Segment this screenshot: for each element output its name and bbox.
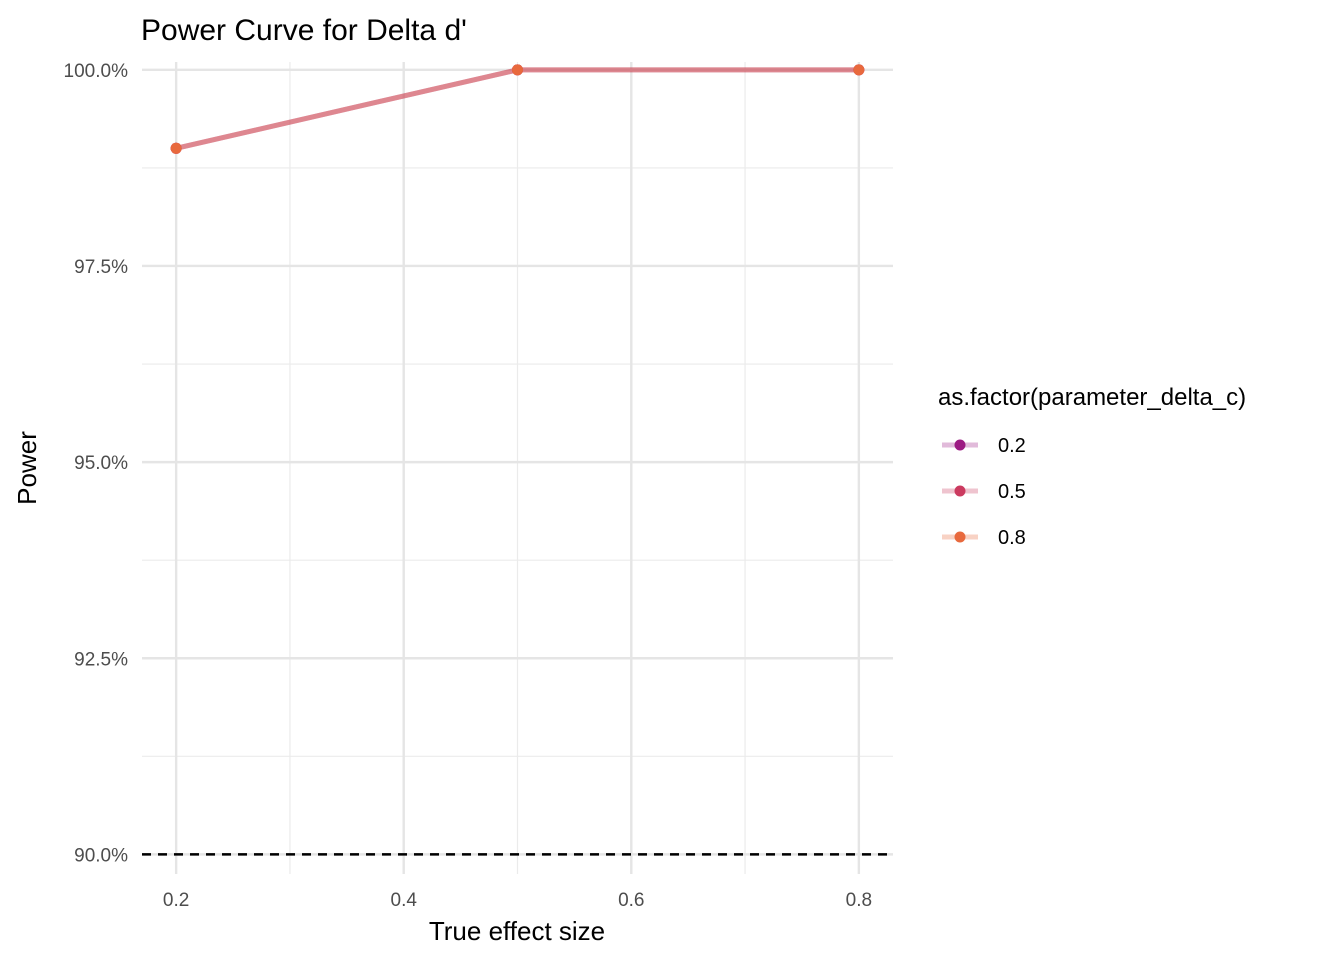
x-tick-label: 0.4 (391, 890, 418, 911)
data-point-0.8-0 (170, 142, 182, 154)
y-tick-labels: 90.0% 92.5% 95.0% 97.5% 100.0% (64, 61, 129, 867)
legend-title: as.factor(parameter_delta_c) (938, 384, 1246, 411)
data-point-0.8-2 (853, 64, 865, 76)
data-point-0.8-1 (512, 64, 523, 76)
grid-lines (142, 62, 893, 874)
legend-key-point-0.8 (954, 531, 966, 543)
legend-label-0.2: 0.2 (998, 435, 1026, 457)
x-tick-label: 0.2 (163, 890, 189, 911)
chart-title: Power Curve for Delta d' (141, 14, 467, 47)
x-tick-labels: 0.2 0.4 0.6 0.8 (163, 890, 872, 911)
data-series (170, 64, 865, 154)
legend-key-point-0.2 (954, 439, 966, 451)
y-tick-label: 95.0% (74, 453, 128, 474)
x-axis-title: True effect size (429, 916, 605, 946)
y-axis-title: Power (12, 431, 42, 505)
y-tick-label: 90.0% (74, 845, 128, 866)
legend-key-point-0.5 (954, 485, 966, 497)
y-tick-label: 100.0% (64, 61, 129, 82)
legend-label-0.5: 0.5 (998, 481, 1026, 503)
y-tick-label: 97.5% (74, 257, 128, 278)
legend: as.factor(parameter_delta_c) 0.2 0.5 0.8 (938, 384, 1246, 549)
legend-label-0.8: 0.8 (998, 527, 1026, 549)
x-tick-label: 0.8 (846, 890, 872, 911)
legend-keys: 0.2 0.5 0.8 (942, 435, 1026, 549)
y-tick-label: 92.5% (74, 649, 128, 670)
x-tick-label: 0.6 (618, 890, 644, 911)
